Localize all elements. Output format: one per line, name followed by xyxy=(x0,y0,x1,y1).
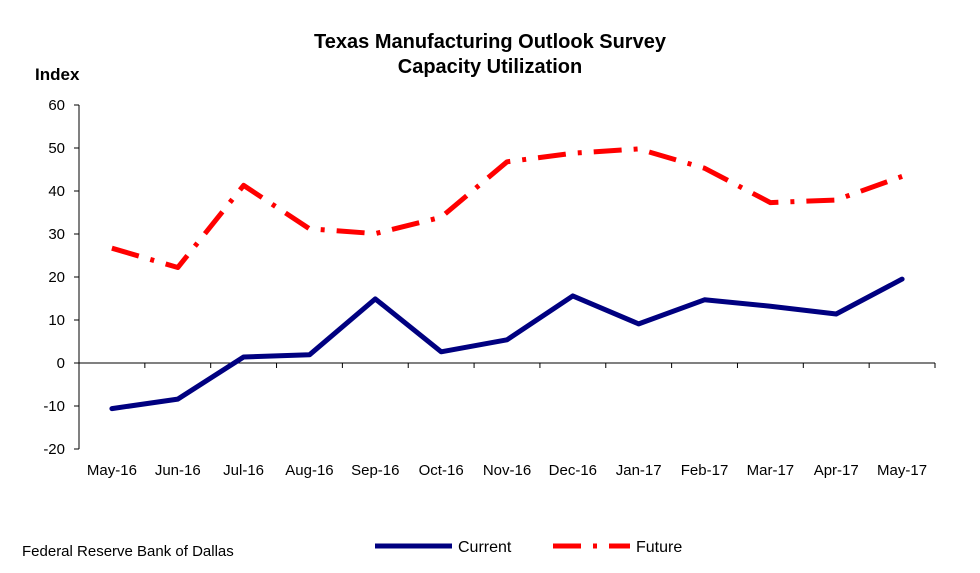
y-tick-label: 10 xyxy=(48,312,65,329)
legend-label-current: Current xyxy=(458,539,512,556)
tick-labels: -20 -10 0 10 20 30 40 50 60 May-16 Jun-16 Jul-16 Aug… xyxy=(43,97,927,479)
x-tick-label: Jun-16 xyxy=(155,462,201,479)
data-point-future xyxy=(308,227,312,231)
data-point-future xyxy=(768,201,772,205)
data-point-current xyxy=(242,355,246,359)
y-tick-label: -20 xyxy=(43,441,65,458)
x-tick-label: Jul-16 xyxy=(223,462,264,479)
x-tick-label: Oct-16 xyxy=(419,462,464,479)
data-point-current xyxy=(505,338,509,342)
data-point-current xyxy=(439,350,443,354)
data-point-future xyxy=(242,183,246,187)
y-tick-label: 50 xyxy=(48,140,65,157)
data-point-current xyxy=(637,322,641,326)
series-line-current xyxy=(109,276,905,412)
data-point-future xyxy=(110,246,114,250)
data-point-future xyxy=(373,232,377,236)
data-point-current xyxy=(373,297,377,301)
data-point-current xyxy=(834,312,838,316)
x-tick-label: Dec-16 xyxy=(549,462,597,479)
y-tick-label: 40 xyxy=(48,183,65,200)
data-point-future xyxy=(505,160,509,164)
data-point-future xyxy=(571,151,575,155)
y-tick-label: 0 xyxy=(57,355,65,372)
data-point-current xyxy=(110,407,114,411)
x-tick-label: Nov-16 xyxy=(483,462,531,479)
x-tick-label: Sep-16 xyxy=(351,462,399,479)
x-tick-label: Mar-17 xyxy=(747,462,795,479)
data-point-current xyxy=(176,397,180,401)
y-tick-label: 60 xyxy=(48,97,65,114)
data-point-current xyxy=(703,298,707,302)
source-note: Federal Reserve Bank of Dallas xyxy=(22,543,234,560)
legend-label-future: Future xyxy=(636,539,682,556)
data-point-future xyxy=(703,166,707,170)
data-point-future xyxy=(637,147,641,151)
data-point-future xyxy=(439,215,443,219)
axes xyxy=(74,104,936,450)
x-tick-label: Apr-17 xyxy=(814,462,859,479)
series-layer xyxy=(109,146,905,412)
series-line-future xyxy=(111,146,903,270)
x-tick-label: Jan-17 xyxy=(616,462,662,479)
data-point-future xyxy=(834,198,838,202)
chart-title: Texas Manufacturing Outlook Survey xyxy=(314,31,667,53)
y-tick-label: -10 xyxy=(43,398,65,415)
x-tick-label: Aug-16 xyxy=(285,462,333,479)
data-point-current xyxy=(571,294,575,298)
data-point-current xyxy=(768,304,772,308)
data-point-future xyxy=(176,266,180,270)
data-point-future xyxy=(900,174,904,178)
data-point-current xyxy=(900,277,904,281)
x-tick-label: May-16 xyxy=(87,462,137,479)
y-tick-label: 30 xyxy=(48,226,65,243)
y-tick-label: 20 xyxy=(48,269,65,286)
y-axis-label: Index xyxy=(35,65,80,84)
x-tick-label: Feb-17 xyxy=(681,462,729,479)
legend: Current Future xyxy=(375,539,682,556)
data-point-current xyxy=(308,353,312,357)
chart-subtitle: Capacity Utilization xyxy=(398,56,582,78)
x-tick-label: May-17 xyxy=(877,462,927,479)
